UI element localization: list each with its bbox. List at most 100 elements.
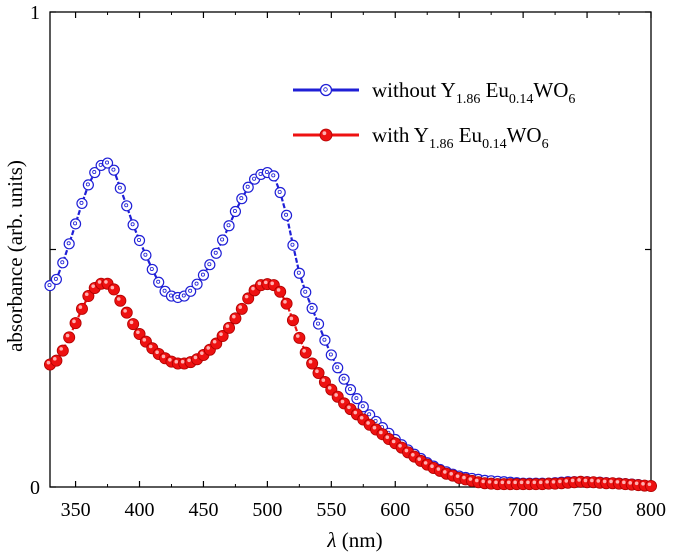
x-axis-unit: (nm) (337, 528, 383, 552)
data-point (332, 362, 344, 374)
data-point-inner (290, 242, 295, 247)
data-point-highlight (436, 467, 441, 471)
y-tick-label: 0 (30, 477, 40, 499)
data-point-inner (264, 170, 269, 175)
data-point (217, 234, 229, 246)
data-point (338, 373, 350, 385)
data-point (82, 179, 94, 191)
data-point-inner (284, 212, 289, 217)
data-point-highlight (558, 479, 562, 484)
data-point-inner (47, 283, 52, 288)
data-point-inner (188, 288, 193, 293)
data-point (75, 302, 88, 315)
x-tick-label: 500 (252, 499, 282, 521)
data-point-highlight (468, 477, 473, 481)
data-point-highlight (379, 430, 383, 435)
data-point (645, 480, 658, 493)
data-point-inner (156, 279, 161, 284)
data-point (274, 285, 287, 298)
data-point (127, 318, 140, 331)
data-point-highlight (263, 280, 268, 285)
data-point (204, 259, 216, 271)
data-point-inner (181, 293, 186, 298)
data-point-highlight (474, 478, 479, 483)
data-point (50, 354, 63, 367)
data-point-inner (341, 376, 346, 381)
data-point-highlight (596, 479, 601, 483)
data-point-highlight (391, 439, 396, 444)
data-point (229, 205, 242, 218)
legend-entry-without: without Y1.86 Eu0.14WO6 (293, 78, 575, 107)
x-tick-label: 400 (125, 499, 155, 521)
data-point-highlight (289, 316, 294, 321)
data-point-highlight (417, 457, 422, 461)
data-point-highlight (590, 478, 594, 483)
data-point-highlight (577, 478, 581, 482)
data-point (274, 186, 286, 199)
data-point-highlight (276, 288, 281, 292)
data-point (300, 286, 312, 298)
data-point (146, 263, 158, 276)
data-point-inner (98, 162, 103, 167)
data-point-highlight (430, 464, 434, 469)
x-tick-label: 450 (188, 499, 218, 521)
data-point-highlight (206, 346, 211, 350)
x-tick-label: 350 (61, 499, 91, 521)
data-point-highlight (583, 478, 588, 483)
data-point-highlight (609, 479, 613, 484)
data-point-inner (232, 208, 237, 213)
data-point (306, 357, 319, 370)
x-axis-label: λ (nm) (326, 528, 382, 552)
data-point (293, 331, 306, 344)
data-point-highlight (302, 348, 306, 353)
data-point-highlight (359, 415, 364, 420)
legend-marker (319, 83, 333, 97)
data-point-highlight (46, 360, 51, 365)
data-point-highlight (519, 480, 524, 485)
data-point (312, 318, 325, 330)
data-point-highlight (443, 470, 447, 474)
data-point (120, 306, 133, 319)
data-point (191, 278, 203, 290)
data-point-inner (200, 272, 205, 277)
data-point (280, 209, 293, 221)
data-point-highlight (327, 386, 332, 390)
data-point (236, 193, 248, 205)
data-point-highlight (200, 351, 204, 355)
data-point (344, 384, 357, 396)
data-point-highlight (570, 478, 575, 483)
data-point-inner (309, 305, 314, 310)
legend-marker-highlight (322, 131, 327, 136)
data-point (69, 317, 82, 330)
data-point (114, 294, 127, 307)
data-point (107, 283, 120, 296)
data-point (185, 285, 197, 297)
data-point-inner (92, 170, 97, 175)
data-point-highlight (602, 479, 607, 484)
data-point-highlight (270, 281, 274, 286)
data-point-highlight (91, 284, 95, 288)
data-point-highlight (551, 480, 556, 484)
data-point (56, 344, 69, 357)
data-point-highlight (404, 448, 409, 453)
data-point-highlight (257, 281, 262, 286)
data-point (69, 218, 82, 230)
data-point-highlight (622, 480, 626, 485)
data-point-highlight (455, 474, 460, 478)
data-point-inner (207, 262, 212, 267)
data-point (268, 170, 280, 182)
data-point-highlight (97, 280, 102, 284)
data-point-highlight (155, 350, 159, 355)
data-point (223, 220, 235, 232)
data-point-highlight (538, 480, 543, 485)
data-point-highlight (347, 405, 351, 410)
data-point-inner (168, 293, 173, 298)
data-point (140, 249, 152, 261)
data-point-inner (137, 237, 142, 242)
data-point (50, 273, 62, 286)
data-point (153, 276, 165, 288)
data-point-inner (111, 167, 116, 172)
data-point-highlight (545, 480, 549, 484)
data-point (114, 182, 126, 194)
data-point (121, 200, 133, 212)
